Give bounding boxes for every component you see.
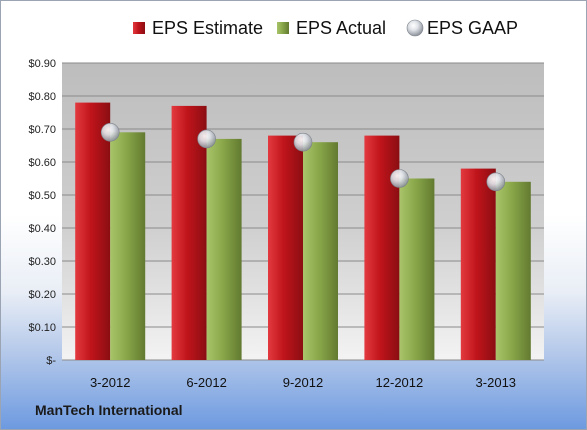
y-tick-label: $- [46,355,56,367]
eps-estimate-bar [364,135,400,360]
company-name: ManTech International [35,402,183,418]
x-axis-ticks: 3-2012 6-2012 9-2012 12-2012 3-2013 [90,375,516,390]
x-tick-label: 3-2013 [476,375,516,390]
gaap-markers [100,123,506,192]
y-tick-label: $0.40 [28,223,56,235]
eps-actual-bar [303,142,338,360]
eps-estimate-bar [75,102,111,360]
eps-actual-bar [399,178,435,360]
y-tick-label: $0.50 [28,190,56,202]
eps-estimate-bar [268,135,303,360]
legend-swatch-estimate [133,22,145,34]
legend-label: EPS Estimate [152,18,263,38]
bars [75,102,531,361]
eps-gaap-marker [293,132,313,152]
y-tick-label: $0.10 [28,322,56,334]
x-tick-label: 9-2012 [283,375,323,390]
eps-gaap-marker [390,169,409,188]
y-tick-label: $0.70 [28,124,56,136]
y-axis-ticks: $0.90 $0.80 $0.70 $0.60 $0.50 $0.40 $0.30 $0.20… [28,58,56,367]
eps-gaap-marker [486,172,506,192]
legend: EPS Estimate EPS Actual EPS GAAP [133,18,518,38]
eps-actual-bar [110,132,146,360]
eps-estimate-bar [171,105,207,361]
x-tick-label: 3-2012 [90,375,130,390]
eps-gaap-marker [197,129,216,149]
eps-estimate-bar [460,168,496,360]
eps-actual-bar [495,181,531,360]
y-tick-label: $0.90 [28,58,56,70]
eps-actual-bar [206,138,242,360]
y-tick-label: $0.30 [28,256,56,268]
x-tick-label: 12-2012 [376,375,424,390]
x-tick-label: 6-2012 [186,375,226,390]
legend-swatch-gaap [406,19,424,37]
y-tick-label: $0.80 [28,91,56,103]
legend-swatch-actual [277,22,289,34]
legend-label: EPS GAAP [427,18,518,38]
eps-gaap-marker [100,123,120,142]
y-tick-label: $0.60 [28,157,56,169]
y-tick-label: $0.20 [28,289,56,301]
legend-label: EPS Actual [296,18,386,38]
